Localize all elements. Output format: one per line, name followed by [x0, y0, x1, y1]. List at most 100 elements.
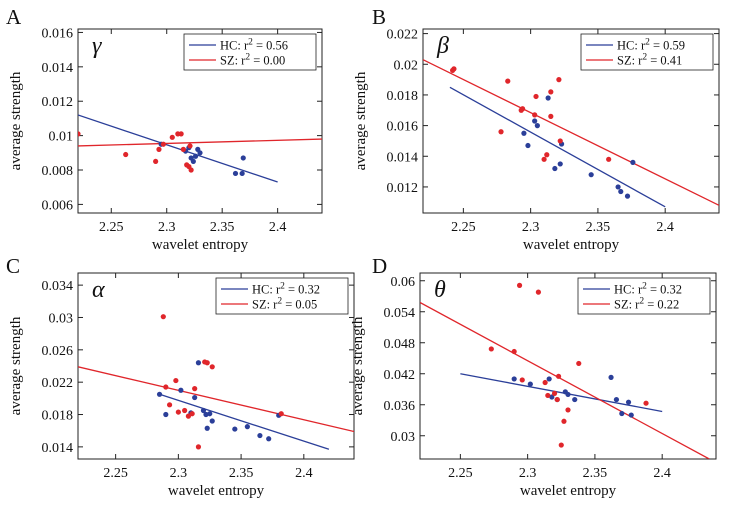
data-point-hc [195, 360, 202, 366]
y-tick-label: 0.01 [49, 130, 74, 145]
fit-line-hc [460, 373, 663, 413]
x-tick-label: 2.3 [158, 220, 176, 235]
legend-entry-hc: HC: r2 = 0.32 [614, 282, 682, 297]
x-tick-label: 2.25 [103, 466, 128, 481]
data-point-hc [588, 172, 594, 178]
data-point-sz [533, 93, 539, 100]
legend-entry-superscript: 2 [645, 38, 650, 48]
x-tick-label: 2.4 [269, 220, 287, 235]
data-point-hc [619, 410, 625, 417]
legend-entry-prefix: SZ: r [614, 298, 640, 312]
fit-line-hc [449, 86, 666, 208]
data-point-sz [535, 289, 542, 295]
legend-entry-superscript: 2 [642, 53, 647, 63]
data-point-hc [197, 150, 203, 156]
data-point-sz [556, 77, 562, 83]
data-point-sz [516, 282, 523, 288]
y-tick-label: 0.048 [384, 337, 416, 352]
legend-entry-superscript: 2 [245, 53, 250, 63]
x-tick-label: 2.35 [210, 220, 235, 235]
data-point-sz [156, 146, 162, 152]
fit-line-sz [423, 59, 719, 206]
legend-entry-prefix: HC: r [220, 39, 249, 53]
legend-entry-value: = 0.56 [253, 39, 288, 53]
data-point-sz [519, 377, 525, 383]
data-point-hc [240, 155, 246, 161]
x-axis-label: wavelet entropy [168, 483, 265, 499]
y-tick-label: 0.03 [391, 430, 416, 445]
y-axis-label: average strength [8, 316, 24, 415]
x-tick-label: 2.35 [586, 220, 611, 235]
data-point-hc [178, 387, 184, 393]
plot-frame-d [419, 272, 717, 460]
data-point-sz [178, 131, 184, 137]
data-point-sz [187, 143, 193, 149]
fit-line-sz [78, 138, 322, 147]
data-point-sz [541, 156, 547, 162]
data-point-hc [204, 425, 210, 431]
y-tick-label: 0.06 [391, 275, 416, 290]
data-point-hc [239, 170, 245, 177]
data-point-sz [160, 314, 166, 320]
data-point-sz [532, 112, 538, 118]
data-point-hc [232, 170, 239, 177]
data-point-sz [182, 407, 188, 414]
data-point-hc [190, 158, 196, 165]
data-point-sz [548, 113, 554, 119]
y-tick-label: 0.022 [387, 28, 419, 43]
data-point-hc [192, 153, 199, 159]
x-axis-label: wavelet entropy [523, 237, 620, 253]
panel-b: Bβ 2.25 2.3 2.35 2.4 0.012 0.014 0.016 0.018 0.02… [353, 5, 720, 253]
x-tick-label: 2.4 [295, 466, 313, 481]
legend-entry-sz: SZ: r2 = 0.22 [614, 297, 679, 312]
data-point-hc [625, 399, 632, 405]
data-point-sz [544, 152, 550, 158]
panel-d: Dθ 2.25 2.3 2.35 2.4 0.03 0.036 0.042 0.048 0.054… [350, 254, 717, 499]
data-point-sz [505, 78, 511, 84]
data-point-hc [565, 391, 571, 398]
y-tick-label: 0.016 [387, 120, 419, 135]
x-tick-label: 2.3 [522, 220, 540, 235]
y-tick-label: 0.014 [387, 150, 419, 165]
data-point-hc [521, 130, 527, 136]
data-point-hc [192, 394, 198, 401]
data-point-hc [608, 374, 614, 380]
data-point-hc [557, 161, 563, 167]
plot-area-c [78, 314, 354, 450]
data-point-hc [534, 123, 540, 129]
legend-entry-hc: HC: r2 = 0.32 [252, 282, 320, 297]
legend-box [183, 33, 317, 71]
data-point-hc [532, 118, 538, 124]
data-point-hc [163, 411, 169, 418]
plot-frame-b [422, 28, 720, 214]
data-point-sz [545, 392, 551, 399]
data-point-hc [630, 159, 636, 165]
legend-box [580, 33, 714, 71]
y-tick-label: 0.012 [387, 181, 419, 196]
band-label-d: θ [434, 277, 446, 303]
y-tick-label: 0.022 [42, 376, 74, 391]
panel-c: Cα 2.25 2.3 2.35 2.4 0.014 0.018 0.022 0.026 0.03… [6, 254, 355, 499]
data-point-sz [192, 386, 198, 392]
legend-entry-prefix: HC: r [252, 283, 281, 297]
data-point-hc [546, 376, 552, 382]
data-point-sz [554, 396, 560, 403]
legend-entry-value: = 0.22 [644, 298, 679, 312]
data-point-sz [643, 400, 649, 406]
data-point-sz [195, 444, 202, 450]
y-tick-label: 0.042 [384, 368, 416, 383]
data-point-sz [166, 402, 173, 408]
data-point-sz [278, 411, 284, 417]
x-tick-label: 2.25 [99, 220, 124, 235]
legend-box [215, 277, 349, 315]
x-tick-label: 2.35 [583, 466, 608, 481]
x-tick-label: 2.4 [653, 466, 671, 481]
data-point-hc [257, 432, 263, 439]
panel-letter-a: A [6, 5, 22, 29]
data-point-hc [207, 411, 213, 417]
data-point-sz [169, 134, 175, 140]
